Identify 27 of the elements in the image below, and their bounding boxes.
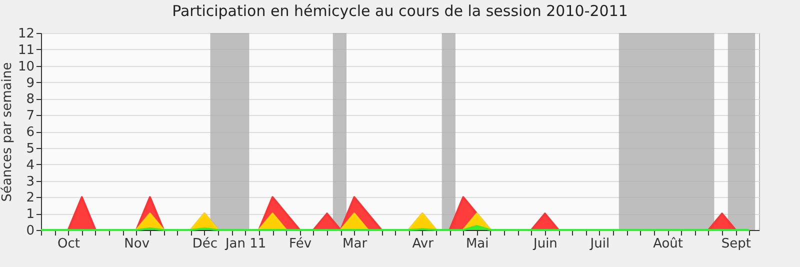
- x-tick-label: Juil: [589, 236, 610, 252]
- y-axis-title: Séances par semaine: [0, 62, 15, 202]
- y-tick-label: 2: [26, 190, 34, 206]
- x-tick-label: Mai: [466, 236, 489, 252]
- y-tick-label: 12: [18, 26, 34, 42]
- y-tick-label: 6: [26, 125, 34, 140]
- x-tick-label: Avr: [412, 236, 434, 252]
- y-tick-label: 3: [26, 174, 34, 190]
- y-tick-label: 9: [26, 76, 34, 91]
- x-tick-label: Jan 11: [224, 236, 266, 252]
- y-tick-label: 1: [26, 207, 34, 222]
- x-tick-label: Fév: [289, 236, 312, 252]
- y-tick-label: 4: [26, 158, 34, 173]
- x-tick-label: Déc: [192, 236, 218, 252]
- y-tick-label: 10: [18, 59, 34, 74]
- chart-title: Participation en hémicycle au cours de la session 2010-2011: [172, 2, 628, 20]
- x-tick-label: Mar: [342, 236, 368, 252]
- y-tick-label: 5: [26, 141, 34, 156]
- x-tick-label: Août: [653, 236, 684, 252]
- x-tick-label: Juin: [532, 236, 558, 252]
- x-tick-label: Oct: [58, 236, 80, 252]
- x-tick-label: Sept: [721, 236, 751, 252]
- y-tick-label: 0: [26, 224, 34, 238]
- x-tick-label: Nov: [124, 236, 150, 252]
- y-tick-label: 11: [18, 42, 34, 58]
- y-tick-label: 7: [26, 108, 34, 124]
- y-tick-label: 8: [26, 92, 34, 108]
